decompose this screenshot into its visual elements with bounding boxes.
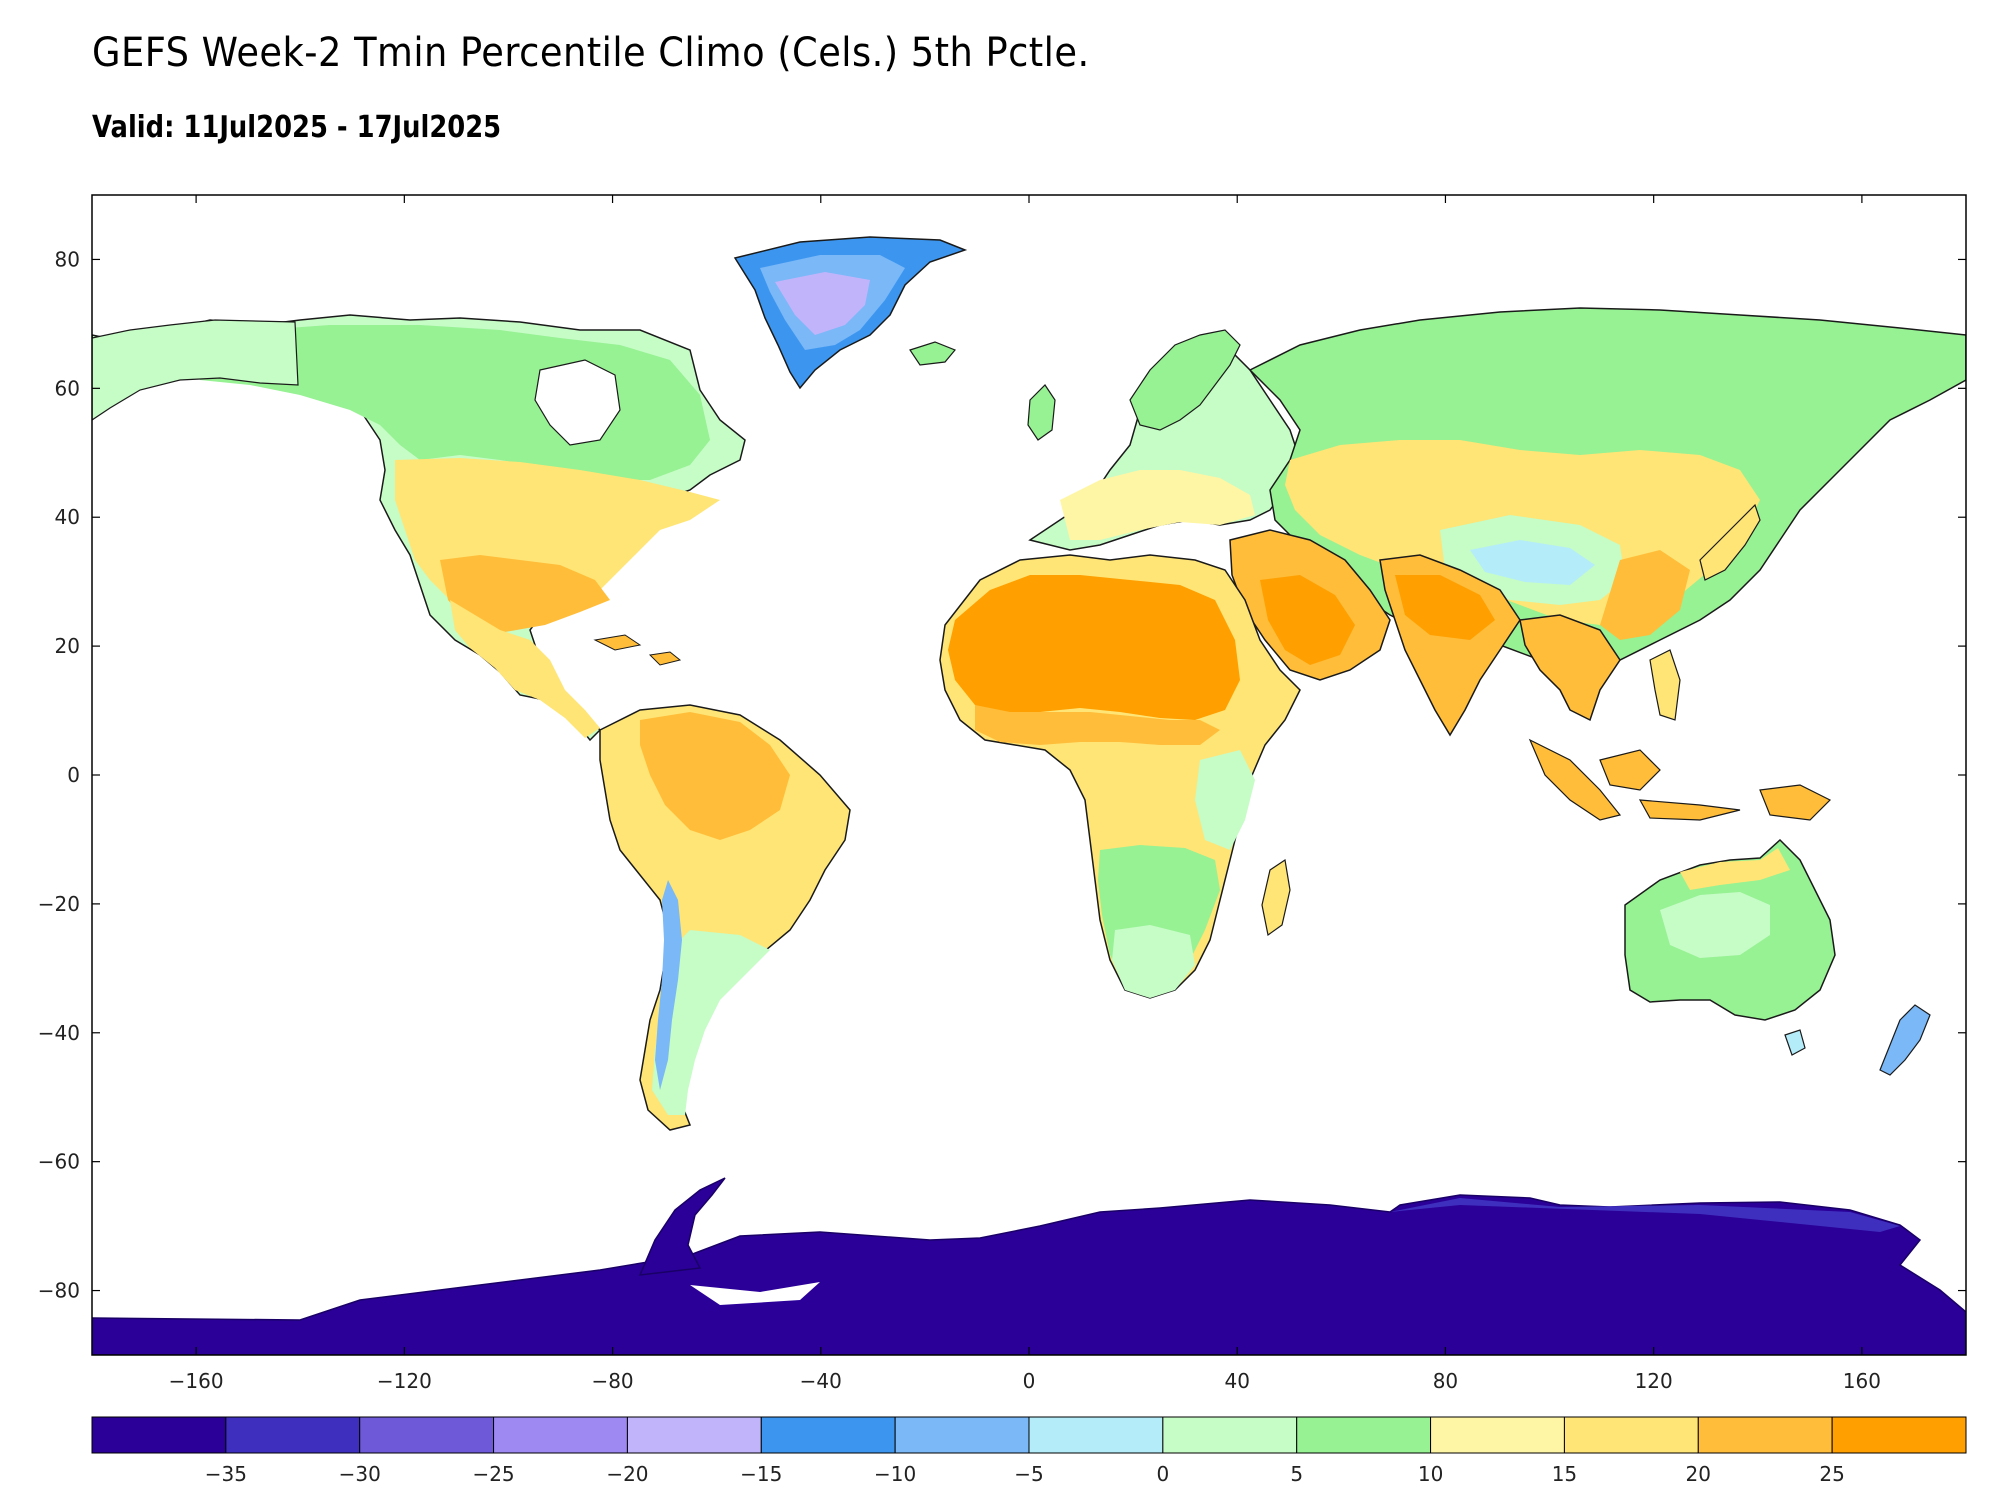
- scandinavia: [1129, 329, 1241, 431]
- east-africa-green: [1195, 750, 1255, 850]
- colorbar-swatch: [626, 1416, 762, 1454]
- lon-tick-label: 40: [1224, 1369, 1249, 1393]
- antarctica-coast-band: [1390, 1198, 1900, 1232]
- colorbar-label: −35: [205, 1462, 247, 1486]
- amazon-hot-zone: [640, 712, 790, 840]
- alaska-green: [92, 319, 299, 421]
- lon-tick-label: 0: [1023, 1369, 1036, 1393]
- tasmania: [1784, 1029, 1806, 1056]
- lat-tick-label: 40: [55, 505, 80, 529]
- colorbar-label: −10: [874, 1462, 916, 1486]
- indonesia-islands: [1528, 738, 1832, 821]
- caribbean-islands: [593, 634, 682, 666]
- colorbar-swatch: [1296, 1416, 1432, 1454]
- se-asia-region: [1519, 614, 1621, 722]
- colorbar-swatch: [1697, 1416, 1833, 1454]
- lat-tick-label: 0: [67, 763, 80, 787]
- lon-tick-label: 160: [1843, 1369, 1881, 1393]
- australia-north-warm: [1680, 848, 1790, 890]
- lat-tick-label: 20: [55, 634, 80, 658]
- ross-ice-shelf-gap: [690, 1282, 820, 1305]
- colorbar-swatch: [493, 1416, 628, 1454]
- lon-tick-label: −40: [800, 1369, 842, 1393]
- colorbar-label: −15: [740, 1462, 782, 1486]
- british-isles: [1027, 384, 1056, 441]
- andes-cold: [655, 880, 682, 1090]
- lat-tick-label: −60: [38, 1150, 80, 1174]
- colorbar-label: 25: [1819, 1462, 1844, 1486]
- lat-tick-label: −80: [38, 1279, 80, 1303]
- colorbar-label: −30: [339, 1462, 381, 1486]
- lon-tick-label: 120: [1635, 1369, 1673, 1393]
- lon-tick-label: −160: [169, 1369, 224, 1393]
- sahara-hot-band: [975, 705, 1220, 745]
- sahara-hottest: [948, 575, 1240, 720]
- map-title: GEFS Week-2 Tmin Percentile Climo (Cels.…: [92, 30, 1090, 76]
- australia-interior-light: [1660, 892, 1770, 958]
- lat-tick-label: −20: [38, 892, 80, 916]
- arabia-hottest: [1260, 575, 1355, 665]
- longitude-axis: −160 −120 −80 −40 0 40 80 120 160: [169, 195, 1881, 1393]
- mexico-warm: [450, 600, 600, 738]
- colorbar-label: 0: [1156, 1462, 1169, 1486]
- india-hottest: [1395, 575, 1495, 640]
- antarctic-peninsula: [638, 1177, 726, 1276]
- greenland-core: [775, 272, 870, 335]
- lon-tick-label: −120: [377, 1369, 432, 1393]
- colorbar-swatch: [225, 1416, 361, 1454]
- colorbar-label: −5: [1014, 1462, 1043, 1486]
- us-hot-zone: [440, 555, 610, 632]
- colorbar-swatch: [359, 1416, 495, 1454]
- colorbar-swatch: [1831, 1416, 1967, 1454]
- iceland: [909, 341, 956, 366]
- colorbar-swatch: [1162, 1416, 1298, 1454]
- colorbar-swatch: [1430, 1416, 1565, 1454]
- colorbar-label: 10: [1418, 1462, 1443, 1486]
- colorbar-label: 5: [1290, 1462, 1303, 1486]
- new-zealand: [1879, 1004, 1931, 1076]
- lon-tick-label: 80: [1433, 1369, 1458, 1393]
- europe-warm: [1060, 470, 1255, 540]
- colorbar-label: −20: [606, 1462, 648, 1486]
- colorbar-swatch: [760, 1416, 896, 1454]
- colorbar: −35 −30 −25 −20 −15 −10 −5 0 5 10 15 20 25: [91, 1416, 1967, 1486]
- antarctica-region: [92, 1194, 1966, 1355]
- japan: [1699, 503, 1761, 581]
- colorbar-swatch: [1563, 1416, 1699, 1454]
- south-africa-tip: [1112, 925, 1195, 998]
- map-fields: [92, 236, 1966, 1355]
- east-china-hot: [1600, 550, 1690, 640]
- colorbar-label: 15: [1552, 1462, 1577, 1486]
- lat-tick-label: 60: [55, 376, 80, 400]
- lon-tick-label: −80: [591, 1369, 633, 1393]
- colorbar-label: −25: [472, 1462, 514, 1486]
- valid-date-range: Valid: 11Jul2025 - 17Jul2025: [92, 110, 502, 145]
- colorbar-swatch: [894, 1416, 1030, 1454]
- madagascar: [1261, 858, 1291, 937]
- tibet-plateau-ice: [1470, 540, 1595, 585]
- southern-cone-green: [652, 930, 770, 1115]
- hudson-bay: [534, 359, 621, 446]
- philippines: [1649, 649, 1681, 721]
- lat-tick-label: −40: [38, 1021, 80, 1045]
- colorbar-swatch: [91, 1416, 227, 1454]
- colorbar-label: 20: [1686, 1462, 1711, 1486]
- latitude-axis: 80 60 40 20 0 −20 −40 −60 −80: [38, 247, 1966, 1303]
- lat-tick-label: 80: [55, 247, 80, 271]
- colorbar-swatch: [1028, 1416, 1164, 1454]
